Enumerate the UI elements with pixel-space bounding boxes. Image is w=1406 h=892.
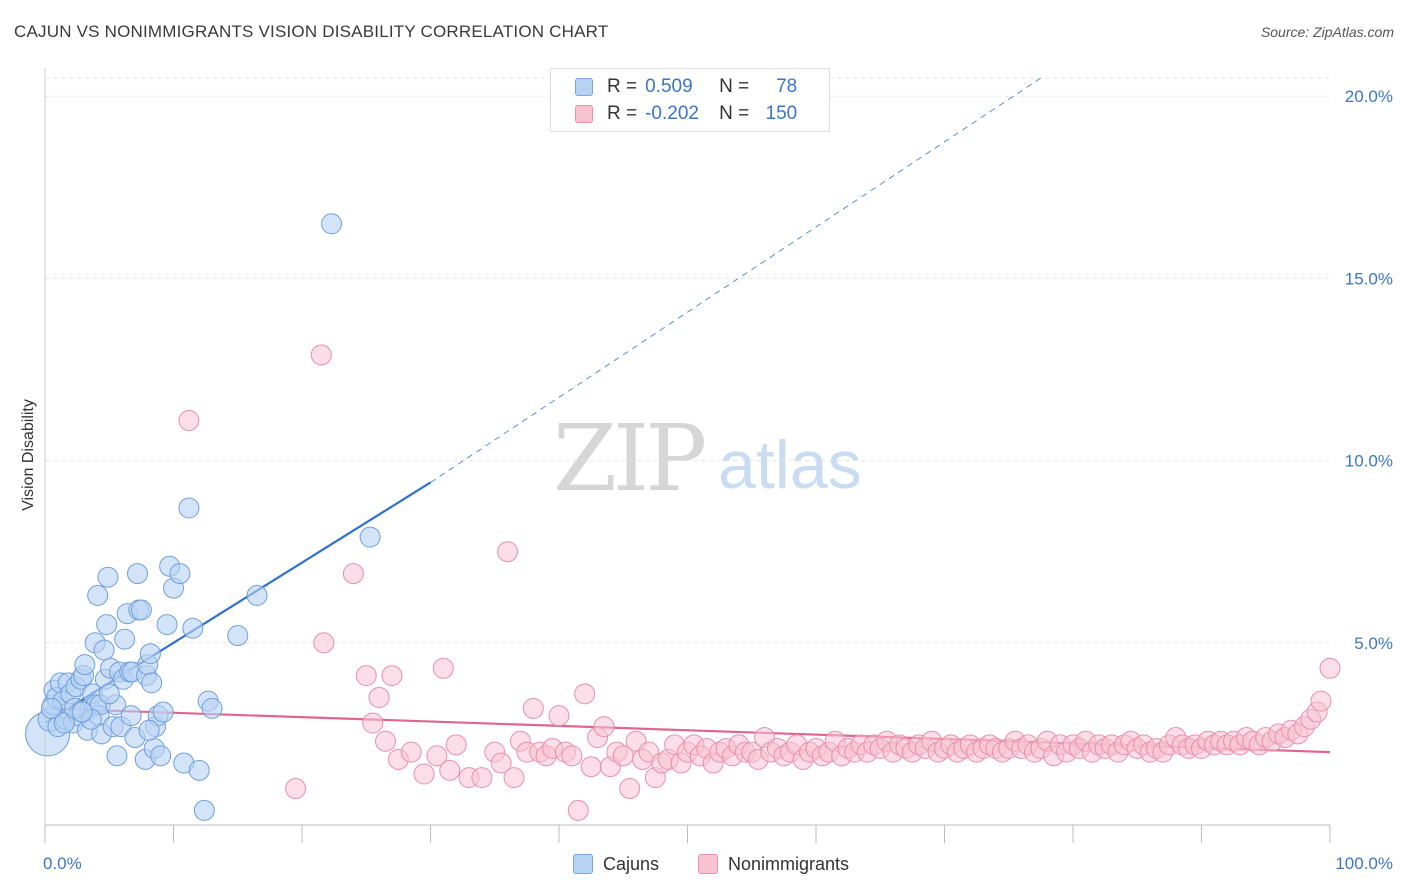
r-label: R = — [607, 103, 638, 124]
legend-row-nonimmigrants: R = -0.202 N = 150 — [575, 101, 797, 127]
nonimmigrants-point-9 — [381, 665, 403, 687]
nonimmigrants-point-148 — [1310, 690, 1332, 712]
cajuns-point-42 — [127, 563, 149, 585]
nonimmigrants-point-16 — [445, 734, 467, 756]
cajuns-point-26 — [93, 639, 115, 661]
tick-labels: 5.0% 10.0% 15.0% 20.0% 0.0% 100.0% — [43, 87, 1393, 873]
nonimmigrants-point-6 — [362, 712, 384, 734]
nonimmigrants-point-149 — [1319, 657, 1341, 679]
nonimmigrants-point-22 — [503, 767, 525, 789]
n-label: N = — [719, 76, 750, 97]
nonimmigrants-point-36 — [593, 716, 615, 738]
cajuns-point-65 — [201, 697, 223, 719]
nonimmigrants-point-31 — [561, 745, 583, 767]
cajuns-point-66 — [227, 625, 249, 647]
cajuns-point-75 — [138, 719, 160, 741]
cajuns-legend-label: Cajuns — [603, 853, 660, 874]
gridlines — [45, 77, 1330, 644]
cajuns-point-70 — [53, 712, 75, 734]
nonimmigrants-point-11 — [400, 741, 422, 763]
n-label: N = — [719, 103, 750, 124]
legend-item-nonimmigrants[interactable]: Nonimmigrants — [698, 852, 849, 876]
nonimmigrants-point-33 — [574, 683, 596, 705]
correlation-legend: R = 0.509 N = 78 R = -0.202 N = 150 — [550, 68, 830, 132]
cajuns-point-16 — [74, 654, 96, 676]
series-legend: Cajuns Nonimmigrants — [0, 852, 1406, 876]
y-tick-label-15: 15.0% — [1345, 269, 1393, 288]
cajuns-point-60 — [178, 497, 200, 519]
cajuns-point-44 — [130, 599, 152, 621]
watermark-zip: ZIP — [553, 405, 704, 512]
legend-row-cajuns: R = 0.509 N = 78 — [575, 74, 797, 100]
cajuns-point-29 — [97, 566, 119, 588]
nonimmigrants-point-3 — [313, 632, 335, 654]
nonimmigrants-point-20 — [490, 752, 512, 774]
cajuns-point-37 — [114, 628, 136, 650]
cajuns-point-69 — [359, 526, 381, 548]
n-value: 150 — [765, 103, 798, 124]
watermark-atlas: atlas — [718, 427, 862, 503]
cajuns-point-74 — [120, 705, 142, 727]
nonimmigrants-point-7 — [368, 686, 390, 708]
cajuns-point-55 — [156, 614, 178, 636]
nonimmigrants-point-29 — [548, 705, 570, 727]
nonimmigrants-legend-swatch — [698, 854, 718, 874]
chart-title: CAJUN VS NONIMMIGRANTS VISION DISABILITY… — [14, 22, 609, 41]
nonimmigrants-point-21 — [497, 541, 519, 563]
n-value: 78 — [776, 76, 798, 97]
r-label: R = — [607, 76, 638, 97]
cajuns-point-28 — [96, 614, 118, 636]
nonimmigrants-points — [178, 344, 1341, 821]
nonimmigrants-point-40 — [619, 778, 641, 800]
watermark: ZIP atlas — [553, 405, 862, 512]
legend-item-cajuns[interactable]: Cajuns — [573, 852, 659, 876]
x-tick-label-0: 0.0% — [43, 854, 82, 873]
cajuns-points — [25, 213, 381, 821]
cajuns-point-63 — [193, 799, 215, 821]
cajuns-point-76 — [40, 697, 62, 719]
cajuns-point-73 — [98, 683, 120, 705]
nonimmigrants-point-25 — [522, 697, 544, 719]
nonimmigrants-point-0 — [178, 410, 200, 432]
nonimmigrants-point-2 — [285, 778, 307, 800]
cajuns-swatch — [575, 78, 593, 96]
nonimmigrants-point-12 — [413, 763, 435, 785]
nonimmigrants-legend-label: Nonimmigrants — [728, 853, 850, 874]
cajuns-point-58 — [169, 563, 191, 585]
y-tick-label-10: 10.0% — [1345, 452, 1393, 471]
r-value: 0.509 — [645, 76, 693, 97]
cajuns-point-67 — [246, 584, 268, 606]
cajuns-point-33 — [106, 745, 128, 767]
cajuns-point-54 — [152, 701, 174, 723]
nonimmigrants-point-13 — [426, 745, 448, 767]
y-tick-label-20: 20.0% — [1345, 87, 1393, 106]
r-value: -0.202 — [645, 103, 699, 124]
nonimmigrants-point-4 — [342, 563, 364, 585]
nonimmigrants-point-1 — [310, 344, 332, 366]
nonimmigrants-point-15 — [439, 759, 461, 781]
cajuns-point-53 — [150, 745, 172, 767]
cajuns-trend-extension — [430, 77, 1042, 483]
cajuns-point-77 — [71, 701, 93, 723]
cajuns-point-68 — [321, 213, 343, 235]
source-label: Source: ZipAtlas.com — [1260, 24, 1394, 40]
nonimmigrants-point-14 — [432, 657, 454, 679]
y-tick-label-5: 5.0% — [1354, 634, 1393, 653]
cajuns-point-22 — [87, 584, 109, 606]
cajuns-legend-swatch — [573, 854, 593, 874]
cajuns-point-49 — [141, 672, 163, 694]
nonimmigrants-swatch — [575, 105, 593, 123]
nonimmigrants-point-34 — [580, 756, 602, 778]
nonimmigrants-point-8 — [375, 730, 397, 752]
cajuns-point-62 — [188, 759, 210, 781]
cajuns-point-61 — [182, 617, 204, 639]
cajuns-point-48 — [139, 643, 161, 665]
nonimmigrants-point-32 — [567, 799, 589, 821]
nonimmigrants-point-18 — [471, 767, 493, 789]
x-tick-label-100: 100.0% — [1335, 854, 1393, 873]
nonimmigrants-point-5 — [355, 665, 377, 687]
